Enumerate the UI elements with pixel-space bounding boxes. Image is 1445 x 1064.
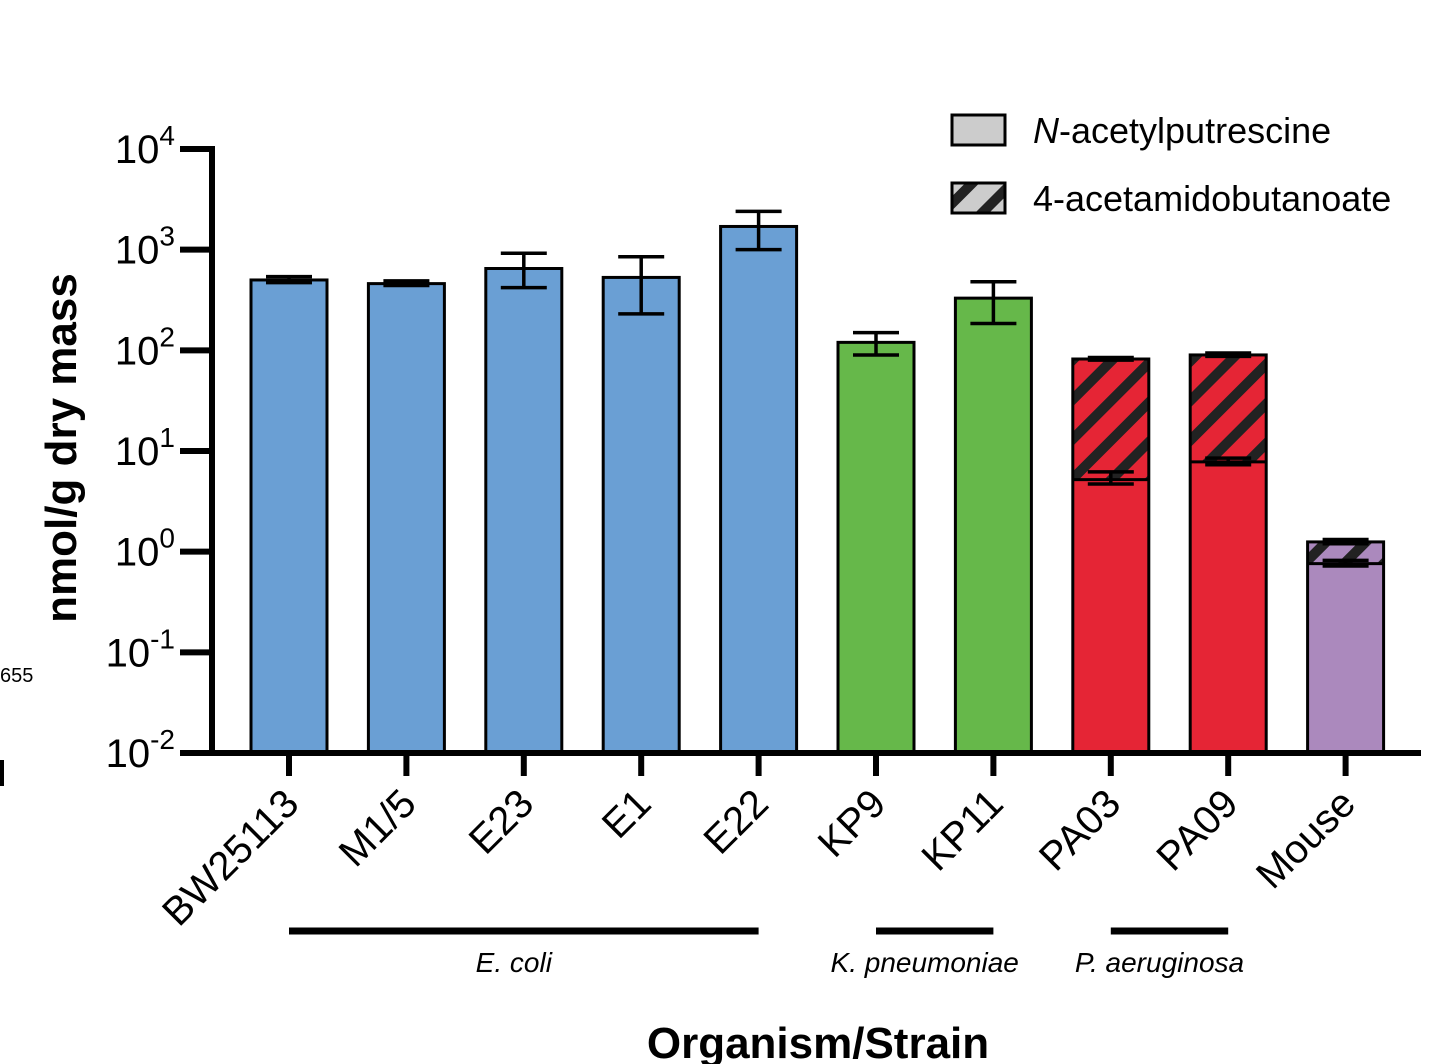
- y-tick-label-3: 103: [115, 221, 175, 273]
- bar-e22: [720, 226, 797, 753]
- y-tick-label-base: 10: [106, 631, 151, 675]
- y-tick-label-0: 100: [115, 523, 175, 575]
- bar-bw25113: [251, 279, 327, 753]
- y-tick-label-1: 101: [115, 422, 175, 474]
- legend-label-prefix: N: [1033, 110, 1060, 151]
- y-tick-label-2: 102: [115, 321, 175, 373]
- group-label-p-aeruginosa: P. aeruginosa: [1075, 947, 1244, 978]
- y-tick-label-base: 10: [106, 732, 151, 776]
- edge-fragment-text: 655: [0, 665, 33, 687]
- y-tick-label-exponent: 4: [159, 120, 175, 151]
- bar-mouse: [1307, 541, 1384, 753]
- x-tick-label-kp9: KP9: [810, 781, 895, 866]
- x-tick-label-pa09: PA09: [1148, 781, 1246, 879]
- x-tick-label-mouse: Mouse: [1248, 781, 1364, 897]
- bar-kp9: [838, 342, 914, 753]
- error-bars: [266, 209, 1369, 568]
- bar-e23: [485, 268, 562, 753]
- group-label-e-coli: E. coli: [476, 947, 553, 978]
- legend-swatch-solid: [950, 113, 1007, 147]
- y-tick-label-base: 10: [115, 229, 160, 273]
- y-tick-label-exponent: -2: [150, 724, 175, 755]
- group-brackets: E. coli K. pneumoniae P. aeruginosa: [289, 927, 1244, 978]
- bar-segment-hatched-mouse: [1307, 541, 1384, 564]
- y-tick-label-exponent: 2: [159, 321, 175, 352]
- y-tick-label-base: 10: [115, 430, 160, 474]
- bar-e1: [603, 277, 680, 753]
- x-tick-label-bw25113: BW25113: [154, 781, 307, 934]
- y-axis-title: nmol/g dry mass: [37, 273, 86, 623]
- bar-m1-5: [368, 283, 445, 753]
- group-label-k-pneumoniae: K. pneumoniae: [831, 947, 1019, 978]
- x-tick-label-pa03: PA03: [1031, 781, 1129, 879]
- legend-label-4-acetamidobutanoate: 4-acetamidobutanoate: [1033, 178, 1391, 219]
- bar-segment-hatched-pa09: [1190, 354, 1267, 462]
- edge-fragment-mark: [0, 760, 4, 786]
- bar-segment-hatched-pa03: [1072, 359, 1149, 480]
- legend-label-n-acetylputrescine: N-acetylputrescine: [1033, 110, 1331, 151]
- y-tick-label-4: 104: [115, 120, 175, 172]
- y-tick-label--2: 10-2: [106, 724, 175, 776]
- y-tick-label--1: 10-1: [106, 623, 175, 675]
- legend: N-acetylputrescine 4-acetamidobutanoate: [950, 110, 1391, 219]
- bar-kp11: [955, 298, 1032, 753]
- x-tick-label-kp11: KP11: [914, 781, 1012, 879]
- legend-item-n-acetylputrescine: N-acetylputrescine: [950, 110, 1331, 151]
- x-tick-label-m1-5: M1/5: [331, 781, 425, 875]
- y-tick-label-exponent: 0: [159, 523, 175, 554]
- y-tick-label-base: 10: [115, 329, 160, 373]
- y-tick-label-exponent: -1: [150, 623, 175, 654]
- x-tick-label-e22: E22: [696, 781, 777, 862]
- legend-swatch-hatched: [950, 181, 1007, 215]
- y-tick-label-base: 10: [115, 128, 160, 172]
- x-axis-title: Organism/Strain: [647, 1019, 989, 1064]
- y-tick-label-exponent: 3: [159, 221, 175, 252]
- x-tick-label-e1: E1: [594, 781, 660, 847]
- x-tick-label-e23: E23: [461, 781, 542, 862]
- bars: [249, 224, 1386, 755]
- legend-item-4-acetamidobutanoate: 4-acetamidobutanoate: [950, 178, 1391, 219]
- x-ticks: BW25113 M1/5 E23 E1 E22 KP9 KP11 PA03 PA09 Mouse: [154, 753, 1364, 934]
- y-tick-label-exponent: 1: [159, 422, 175, 453]
- legend-label-suffix: -acetylputrescine: [1059, 110, 1331, 151]
- y-tick-label-base: 10: [115, 531, 160, 575]
